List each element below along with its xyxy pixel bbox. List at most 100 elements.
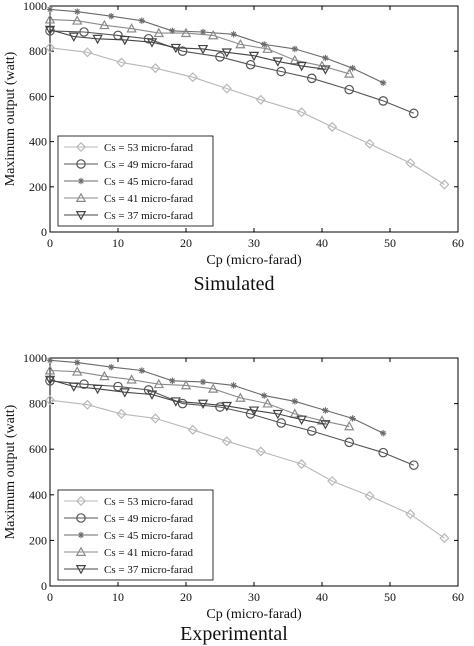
y-tick-label: 600 bbox=[29, 89, 47, 103]
legend-label: Cs = 45 micro-farad bbox=[104, 530, 193, 542]
data-point bbox=[439, 533, 450, 544]
legend-entry: Cs = 37 micro-farad bbox=[64, 564, 193, 576]
data-point bbox=[289, 54, 301, 65]
series-triangle-up bbox=[44, 365, 355, 431]
data-point bbox=[138, 367, 145, 374]
data-point bbox=[71, 15, 83, 25]
data-point bbox=[322, 54, 329, 62]
series-line bbox=[49, 29, 326, 70]
legend: Cs = 53 micro-farad Cs = 49 micro-farad Cs… bbox=[57, 489, 214, 581]
data-point bbox=[221, 436, 232, 447]
x-tick-label: 0 bbox=[47, 236, 53, 250]
legend: Cs = 53 micro-farad Cs = 49 micro-farad Cs… bbox=[57, 135, 214, 227]
data-point bbox=[99, 370, 110, 381]
data-point bbox=[291, 45, 298, 53]
data-point bbox=[320, 65, 331, 75]
data-point bbox=[221, 48, 233, 58]
x-tick-label: 10 bbox=[112, 590, 124, 604]
y-tick-label: 600 bbox=[29, 442, 47, 456]
series-line bbox=[49, 399, 445, 539]
legend-label: Cs = 37 micro-farad bbox=[104, 210, 193, 222]
series-line bbox=[49, 379, 326, 425]
y-tick-label: 400 bbox=[29, 135, 47, 149]
data-point bbox=[262, 398, 273, 408]
x-tick-label: 20 bbox=[180, 590, 192, 604]
series-line bbox=[49, 380, 415, 466]
data-point bbox=[197, 399, 209, 410]
x-tick-label: 30 bbox=[248, 590, 260, 604]
data-point bbox=[44, 25, 56, 36]
series-triangle-down bbox=[44, 25, 331, 75]
data-point bbox=[327, 476, 338, 487]
data-point bbox=[272, 57, 284, 67]
data-point bbox=[349, 64, 356, 72]
legend-marker bbox=[75, 211, 87, 221]
data-point bbox=[177, 398, 188, 409]
series-line bbox=[49, 47, 445, 185]
y-axis-label: Maximum output (watt) bbox=[3, 404, 18, 539]
data-point bbox=[150, 63, 161, 74]
data-point bbox=[44, 365, 56, 375]
data-point bbox=[46, 357, 54, 364]
data-point bbox=[138, 17, 145, 24]
data-point bbox=[44, 375, 56, 386]
data-point bbox=[248, 406, 260, 416]
data-point bbox=[296, 61, 307, 72]
series-line bbox=[49, 30, 415, 114]
data-point bbox=[245, 59, 256, 70]
data-point bbox=[44, 42, 56, 53]
data-point bbox=[320, 420, 331, 430]
data-point bbox=[79, 27, 89, 37]
data-point bbox=[230, 382, 237, 389]
y-tick-label: 0 bbox=[41, 225, 47, 239]
legend-label: Cs = 49 micro-farad bbox=[104, 159, 193, 171]
legend-entry: Cs = 45 micro-farad bbox=[64, 176, 193, 188]
series-diamond bbox=[44, 395, 450, 544]
data-point bbox=[296, 415, 307, 425]
data-point bbox=[439, 179, 450, 190]
data-point bbox=[296, 107, 307, 118]
data-point bbox=[221, 401, 233, 412]
x-tick-label: 50 bbox=[384, 236, 396, 250]
x-tick-label: 40 bbox=[316, 590, 328, 604]
data-point bbox=[272, 409, 284, 420]
x-tick-label: 10 bbox=[112, 236, 124, 250]
data-point bbox=[261, 392, 268, 399]
data-point bbox=[68, 32, 80, 42]
data-point bbox=[207, 383, 219, 393]
data-point bbox=[44, 14, 56, 24]
data-point bbox=[180, 27, 192, 38]
data-point bbox=[364, 138, 375, 149]
x-tick-label: 60 bbox=[452, 590, 464, 604]
data-point bbox=[306, 426, 317, 436]
data-point bbox=[343, 420, 355, 431]
data-point bbox=[126, 23, 137, 33]
data-point bbox=[153, 27, 165, 38]
series-line bbox=[49, 8, 384, 84]
series-star bbox=[46, 357, 387, 437]
legend-label: Cs = 41 micro-farad bbox=[104, 547, 193, 559]
data-point bbox=[92, 34, 103, 45]
y-tick-label: 800 bbox=[29, 397, 47, 411]
data-point bbox=[187, 72, 198, 83]
series-circle bbox=[45, 26, 419, 119]
x-axis-label: Cp (micro-farad) bbox=[206, 607, 302, 622]
data-point bbox=[327, 121, 338, 132]
legend-entry: Cs = 37 micro-farad bbox=[64, 210, 193, 222]
data-point bbox=[92, 384, 103, 395]
data-point bbox=[235, 392, 246, 402]
y-tick-label: 1000 bbox=[23, 351, 47, 365]
x-tick-label: 50 bbox=[384, 590, 396, 604]
legend-label: Cs = 49 micro-farad bbox=[104, 513, 193, 525]
data-point bbox=[215, 52, 225, 62]
legend-label: Cs = 45 micro-farad bbox=[104, 176, 193, 188]
panel-caption: Experimental bbox=[180, 623, 288, 645]
data-point bbox=[170, 397, 182, 407]
data-point bbox=[235, 38, 246, 49]
data-point bbox=[197, 44, 209, 55]
legend-entry: Cs = 41 micro-farad bbox=[64, 192, 193, 205]
data-point bbox=[322, 407, 329, 414]
x-axis-label: Cp (micro-farad) bbox=[206, 253, 302, 268]
